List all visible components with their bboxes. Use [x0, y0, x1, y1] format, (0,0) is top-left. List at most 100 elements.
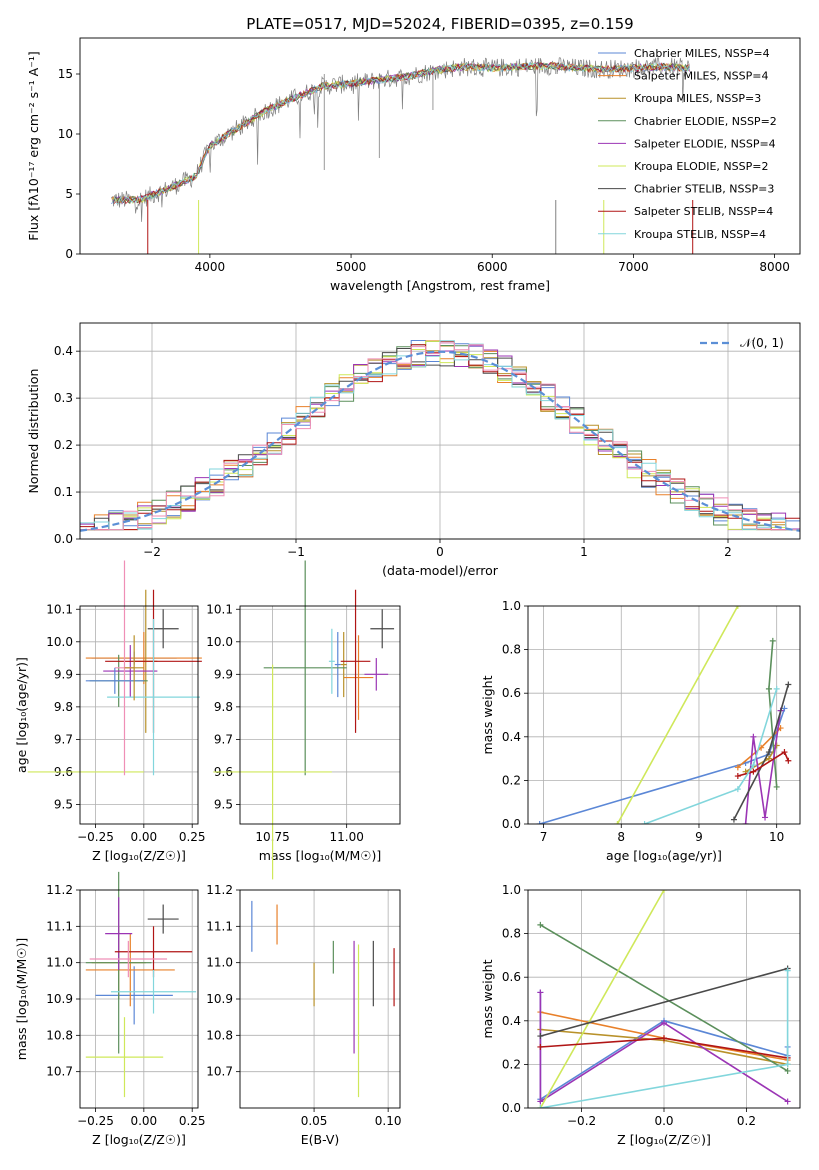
weight-series-8 — [644, 688, 778, 824]
weight-marker — [784, 967, 791, 974]
weight-marker — [742, 821, 749, 824]
weight-vs-age-lines — [536, 606, 792, 824]
weight-marker — [641, 821, 648, 824]
weight-marker — [537, 1098, 544, 1105]
y-tick-label: 10.9 — [46, 992, 73, 1006]
weight-marker — [661, 890, 667, 893]
weight-series-6 — [733, 684, 790, 820]
y-tick-label: 9.8 — [54, 700, 73, 714]
mass-vs-ebv-frame — [239, 889, 401, 1109]
y-tick-label: 10.8 — [46, 1028, 73, 1042]
x-axis-label: Z [log₁₀(Z/Z☉)] — [92, 848, 186, 863]
x-axis-label: (data-model)/error — [382, 563, 499, 578]
weight-vs-age-axes: 7 8 9 10 0.0 0.2 0.4 0.6 0.8 1.0 age [log₁₀(age/yr… — [480, 599, 800, 863]
weight-marker — [536, 821, 543, 824]
mass-vs-ebv-markers — [251, 900, 395, 1098]
x-tick-label: 8 — [617, 830, 625, 844]
y-tick-label: 9.9 — [54, 667, 73, 681]
y-tick-label: 10 — [58, 127, 73, 141]
y-tick-label: 0.0 — [502, 817, 521, 831]
weight-marker — [784, 1098, 791, 1105]
y-tick-label: 0.6 — [502, 970, 521, 984]
y-tick-label: 5 — [65, 187, 73, 201]
weight-series-4 — [744, 710, 782, 824]
y-tick-label: 9.8 — [214, 700, 233, 714]
x-axis-label: Z [log₁₀(Z/Z☉)] — [617, 1132, 711, 1147]
y-tick-label: 9.7 — [54, 732, 73, 746]
age-vs-z-frame — [79, 605, 199, 825]
x-tick-label: 1 — [580, 545, 588, 559]
y-tick-label: 11.1 — [206, 919, 233, 933]
model-spectrum-2 — [111, 62, 690, 203]
weight-marker — [661, 1035, 667, 1042]
weight-series-7 — [737, 750, 790, 777]
figure-title: PLATE=0517, MJD=52024, FIBERID=0395, z=0… — [246, 15, 633, 33]
y-tick-label: 0.0 — [54, 532, 73, 546]
mass-vs-z-markers — [85, 871, 197, 1098]
y-tick-label: 10.9 — [206, 992, 233, 1006]
weight-marker — [773, 783, 780, 790]
weight-marker — [785, 681, 792, 688]
legend-label: Salpeter STELIB, NSSP=4 — [634, 205, 773, 218]
model-spectrum-4 — [112, 61, 691, 205]
x-tick-label: 5000 — [336, 260, 367, 274]
y-axis-label: Normed distribution — [26, 369, 41, 494]
histogram-step — [80, 342, 800, 531]
weight-vs-age-frame — [527, 605, 801, 825]
weight-marker — [781, 705, 788, 712]
weight-marker — [773, 742, 780, 749]
y-tick-label: 10.8 — [206, 1028, 233, 1042]
y-tick-label: 0.2 — [502, 1057, 521, 1071]
weight-series-3 — [539, 924, 789, 1072]
spectrum-lines — [110, 57, 694, 254]
y-tick-label: 0.2 — [502, 773, 521, 787]
y-tick-label: 0.8 — [502, 643, 521, 657]
x-tick-label: −0.25 — [77, 830, 114, 844]
y-tick-label: 10.1 — [46, 602, 73, 616]
weight-marker — [765, 755, 772, 762]
y-axis-label: age [log₁₀(age/yr)] — [14, 657, 29, 773]
x-tick-label: 8000 — [759, 260, 790, 274]
x-tick-label: −1 — [287, 545, 305, 559]
y-tick-label: 11.0 — [206, 956, 233, 970]
legend-label: 𝒩(0, 1) — [740, 336, 784, 350]
y-tick-label: 9.5 — [54, 797, 73, 811]
histogram-step — [80, 340, 800, 531]
y-tick-label: 0.1 — [54, 485, 73, 499]
mass-vs-z-frame — [79, 889, 199, 1109]
y-tick-label: 0.8 — [502, 927, 521, 941]
legend-label: Salpeter MILES, NSSP=4 — [634, 70, 768, 83]
model-spectrum-0 — [110, 61, 689, 204]
residual-histograms: 𝒩(0, 1) — [79, 336, 801, 532]
y-tick-label: 11.1 — [46, 919, 73, 933]
histogram-step — [80, 340, 800, 531]
x-tick-label: 0.05 — [301, 1114, 328, 1128]
y-tick-label: 0.6 — [502, 686, 521, 700]
weight-marker — [537, 989, 544, 996]
age-vs-mass-frame — [239, 605, 401, 825]
spectrum-frame — [79, 37, 801, 255]
y-tick-label: 0.4 — [502, 730, 521, 744]
y-tick-label: 10.7 — [46, 1065, 73, 1079]
y-tick-label: 11.2 — [206, 883, 233, 897]
weight-marker — [784, 1067, 791, 1074]
weight-series-6 — [540, 967, 788, 1037]
model-spectrum-5 — [113, 61, 689, 205]
x-axis-label: age [log₁₀(age/yr)] — [606, 848, 722, 863]
weight-marker — [537, 921, 544, 928]
x-tick-label: 0.10 — [375, 1114, 402, 1128]
weight-marker — [773, 685, 780, 692]
model-spectrum-6 — [113, 62, 690, 204]
x-tick-label: −0.25 — [77, 1114, 114, 1128]
x-tick-label: 11.00 — [329, 830, 363, 844]
weight-marker — [765, 685, 772, 692]
y-tick-label: 0.3 — [54, 391, 73, 405]
weight-marker — [537, 1033, 544, 1040]
weight-series-5 — [616, 606, 739, 824]
x-tick-label: 10 — [769, 830, 784, 844]
weight-marker — [734, 606, 741, 609]
x-tick-label: 4000 — [195, 260, 226, 274]
y-tick-label: 10.0 — [206, 635, 233, 649]
weight-marker — [750, 768, 757, 775]
